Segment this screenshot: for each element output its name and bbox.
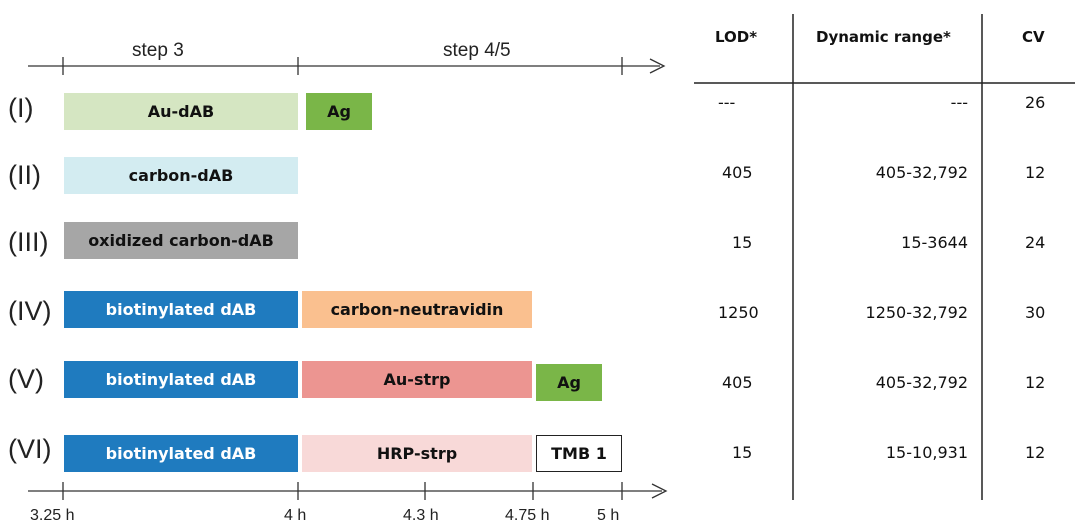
- table-header-lod: LOD*: [715, 28, 758, 46]
- table-cell-lod: 15: [732, 443, 753, 462]
- table-cell-lod: 1250: [718, 303, 759, 322]
- row-label-ii: (II): [8, 160, 41, 190]
- table-cell-cv: 12: [1025, 373, 1046, 392]
- table-cell-cv: 26: [1025, 93, 1046, 112]
- tick-label-3-25h: 3.25 h: [30, 507, 75, 524]
- bar-ag: Ag: [306, 93, 372, 130]
- table-header-cv: CV: [1022, 28, 1045, 46]
- bar-au-strp: Au-strp: [302, 361, 532, 398]
- bar-hrp-strp: HRP-strp: [302, 435, 532, 472]
- bar-au-dab: Au-dAB: [64, 93, 298, 130]
- step-4-5-label: step 4/5: [443, 40, 511, 61]
- table-cell-dynamic-range: 15-3644: [901, 233, 968, 252]
- tick-label-4h: 4 h: [284, 507, 307, 524]
- row-label-iii: (III): [8, 227, 49, 257]
- bar-biotinylated-dab: biotinylated dAB: [64, 361, 298, 398]
- tick-label-5h: 5 h: [597, 507, 620, 524]
- tick-label-4-75h: 4.75 h: [505, 507, 550, 524]
- table-cell-lod: ---: [718, 93, 736, 112]
- table-cell-lod: 405: [722, 373, 753, 392]
- table-cell-dynamic-range: ---: [950, 93, 968, 112]
- table-cell-lod: 15: [732, 233, 753, 252]
- row-label-v: (V): [8, 364, 44, 394]
- bar-biotinylated-dab: biotinylated dAB: [64, 435, 298, 472]
- top-axis-arrowhead: [649, 58, 666, 74]
- bottom-axis-arrowhead: [651, 483, 668, 499]
- bar-ag: Ag: [536, 364, 602, 401]
- bar-carbon-dab: carbon-dAB: [64, 157, 298, 194]
- table-cell-lod: 405: [722, 163, 753, 182]
- tick-label-4-3h: 4.3 h: [403, 507, 439, 524]
- table-cell-cv: 24: [1025, 233, 1046, 252]
- row-label-vi: (VI): [8, 434, 52, 464]
- table-cell-cv: 12: [1025, 163, 1046, 182]
- step-3-label: step 3: [132, 40, 184, 61]
- table-cell-dynamic-range: 1250-32,792: [865, 303, 968, 322]
- table-header-dynamic-range: Dynamic range*: [816, 28, 951, 46]
- bar-tmb-1: TMB 1: [536, 435, 622, 472]
- table-cell-cv: 30: [1025, 303, 1046, 322]
- bar-oxidized-carbon-dab: oxidized carbon-dAB: [64, 222, 298, 259]
- bar-carbon-neutravidin: carbon-neutravidin: [302, 291, 532, 328]
- row-label-iv: (IV): [8, 296, 52, 326]
- table-cell-dynamic-range: 15-10,931: [885, 443, 968, 462]
- table-cell-dynamic-range: 405-32,792: [875, 373, 968, 392]
- row-label-i: (I): [8, 93, 34, 123]
- table-cell-dynamic-range: 405-32,792: [875, 163, 968, 182]
- table-cell-cv: 12: [1025, 443, 1046, 462]
- bar-biotinylated-dab: biotinylated dAB: [64, 291, 298, 328]
